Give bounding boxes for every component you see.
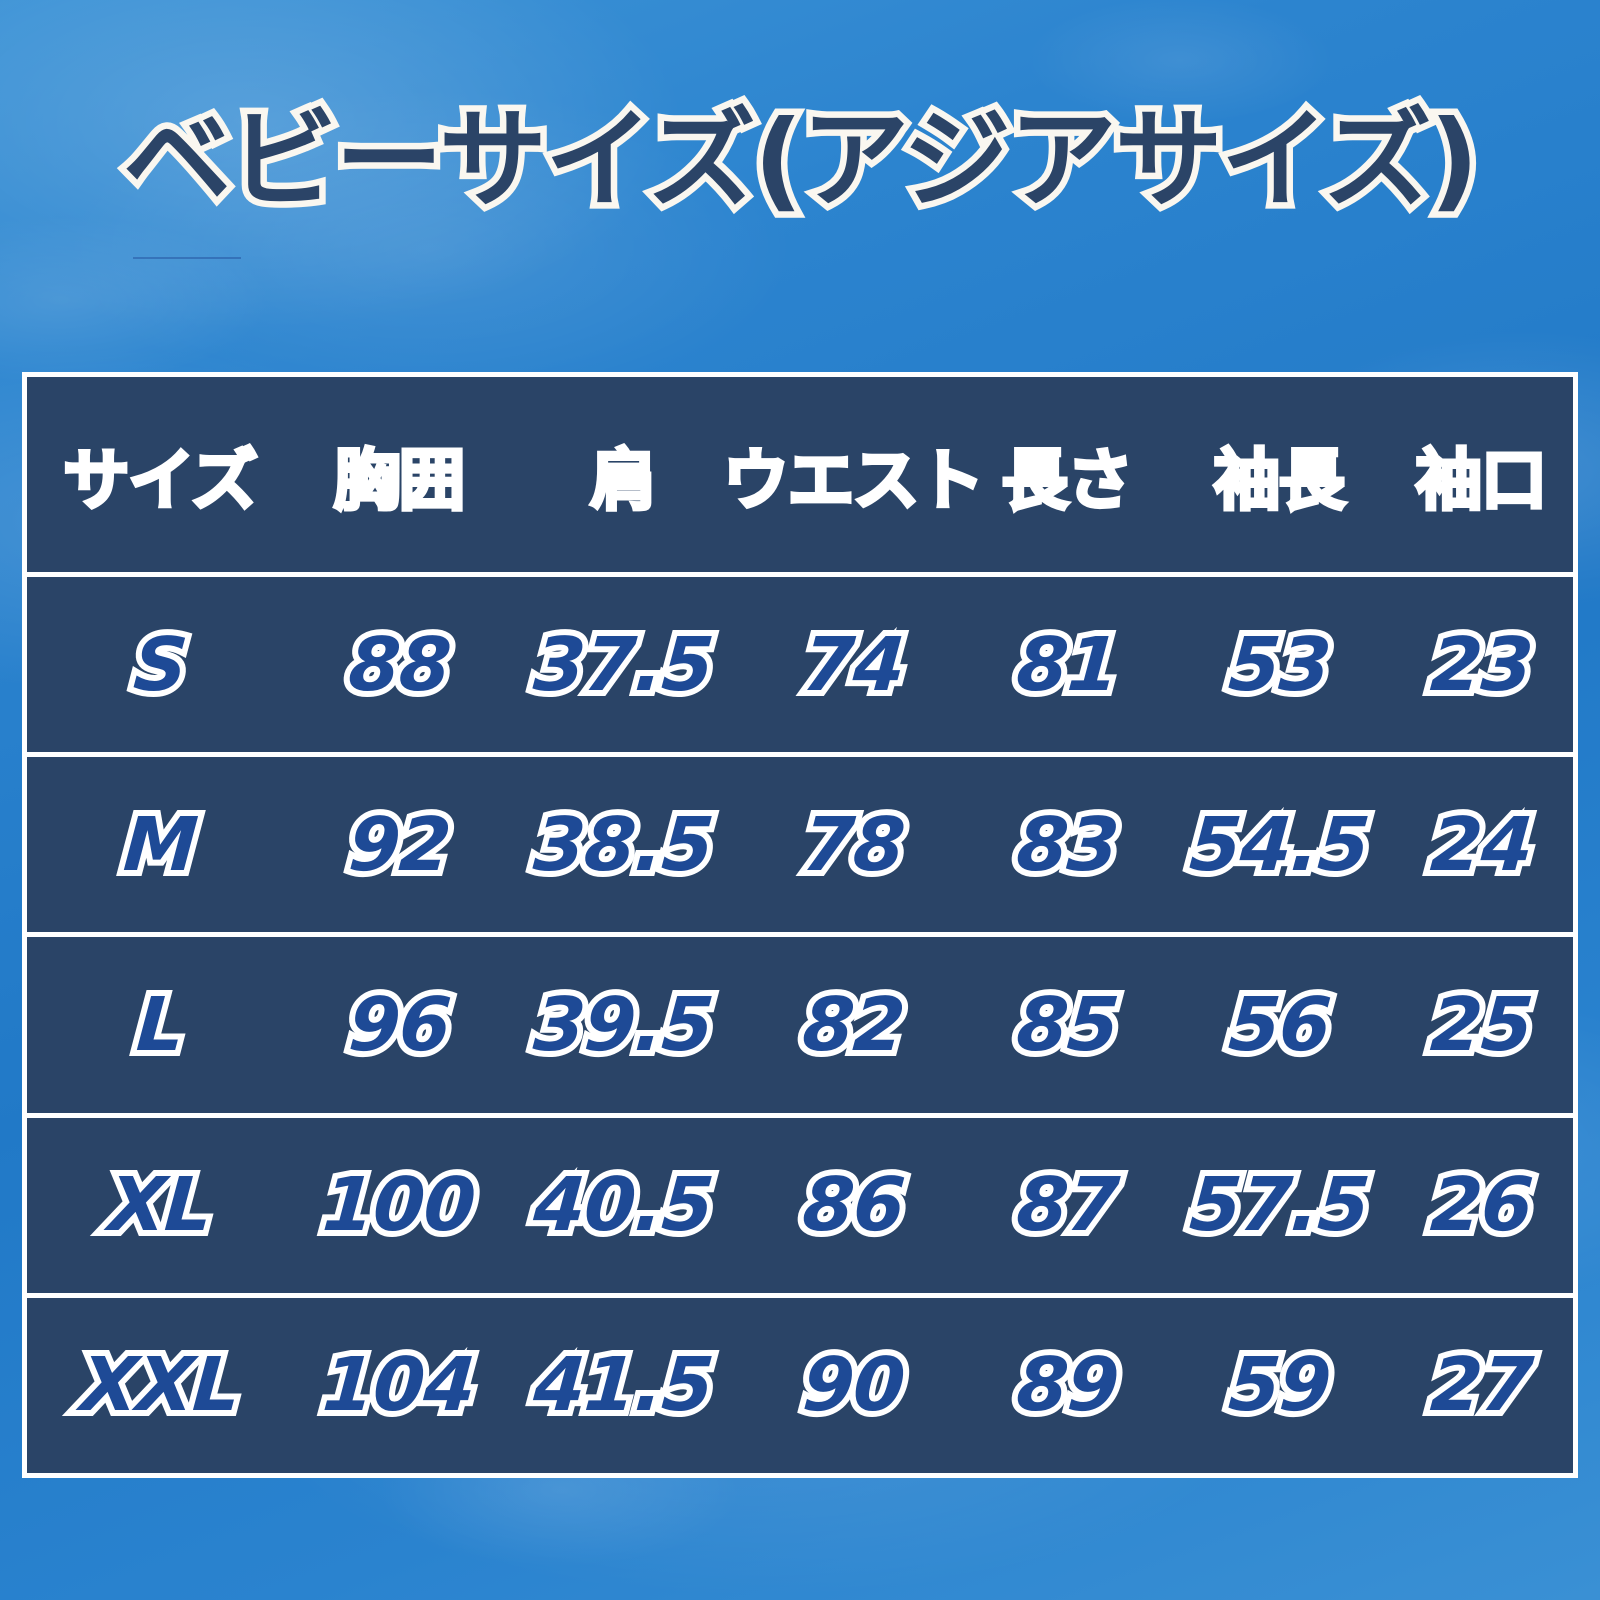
cell-sleeve-length: 57.5 [1181,1156,1378,1254]
page-title: ベビーサイズ(アジアサイズ) [117,96,1486,224]
cell-length: 81 [1007,616,1126,714]
cell-shoulder: 38.5 [525,796,722,894]
cell-shoulder: 40.5 [525,1156,722,1254]
cell-length: 85 [1007,976,1126,1074]
cell-chest: 88 [339,616,458,714]
cell-sleeve-length: 56 [1219,976,1338,1074]
cell-cuff: 25 [1421,976,1540,1074]
column-header-cuff: 袖口 [1414,440,1549,521]
cell-chest: 96 [339,976,458,1074]
cell-size: L [128,976,192,1074]
cell-chest: 92 [339,796,458,894]
cell-sleeve-length: 53 [1219,616,1338,714]
table-header-row: サイズ 胸囲 肩 ウエスト 長さ 袖長 袖口 [27,377,1573,577]
cell-cuff: 26 [1421,1156,1540,1254]
column-header-size: サイズ [61,440,259,521]
cell-waist: 90 [793,1336,912,1434]
column-header-length: 長さ [1000,440,1135,521]
cell-size: XL [100,1156,220,1254]
cell-sleeve-length: 59 [1219,1336,1338,1434]
cell-length: 83 [1007,796,1126,894]
column-header-shoulder: 肩 [589,440,659,521]
cell-size: S [125,616,195,714]
table-row: L 96 39.5 82 85 56 25 [27,937,1573,1118]
cell-waist: 74 [793,616,912,714]
cell-size: XXL [72,1336,248,1434]
table-row: M 92 38.5 78 83 54.5 24 [27,757,1573,938]
size-chart-table-body: サイズ 胸囲 肩 ウエスト 長さ 袖長 袖口 S 88 37.5 74 81 5… [27,377,1573,1473]
column-header-waist: ウエスト [721,440,986,521]
page-title-container: ベビーサイズ(アジアサイズ) [0,96,1600,224]
cell-cuff: 27 [1421,1336,1540,1434]
decorative-hairline [133,257,241,259]
cell-chest: 100 [314,1156,483,1254]
cell-shoulder: 37.5 [525,616,722,714]
cell-length: 87 [1007,1156,1126,1254]
table-row: S 88 37.5 74 81 53 23 [27,577,1573,758]
column-header-chest: 胸囲 [332,440,467,521]
cell-waist: 86 [793,1156,912,1254]
table-row: XL 100 40.5 86 87 57.5 26 [27,1118,1573,1298]
size-chart-table: サイズ 胸囲 肩 ウエスト 長さ 袖長 袖口 S 88 37.5 74 81 5… [22,372,1578,1478]
cell-shoulder: 41.5 [525,1336,722,1434]
cell-size: M [115,796,206,894]
table-row: XXL 104 41.5 90 89 59 27 [27,1298,1573,1473]
cell-shoulder: 39.5 [525,976,722,1074]
cell-waist: 82 [793,976,912,1074]
column-header-sleeve-length: 袖長 [1212,440,1347,521]
cell-cuff: 24 [1421,796,1540,894]
cell-chest: 104 [314,1336,483,1434]
cell-length: 89 [1007,1336,1126,1434]
cell-cuff: 23 [1421,616,1540,714]
cell-waist: 78 [793,796,912,894]
cell-sleeve-length: 54.5 [1181,796,1378,894]
